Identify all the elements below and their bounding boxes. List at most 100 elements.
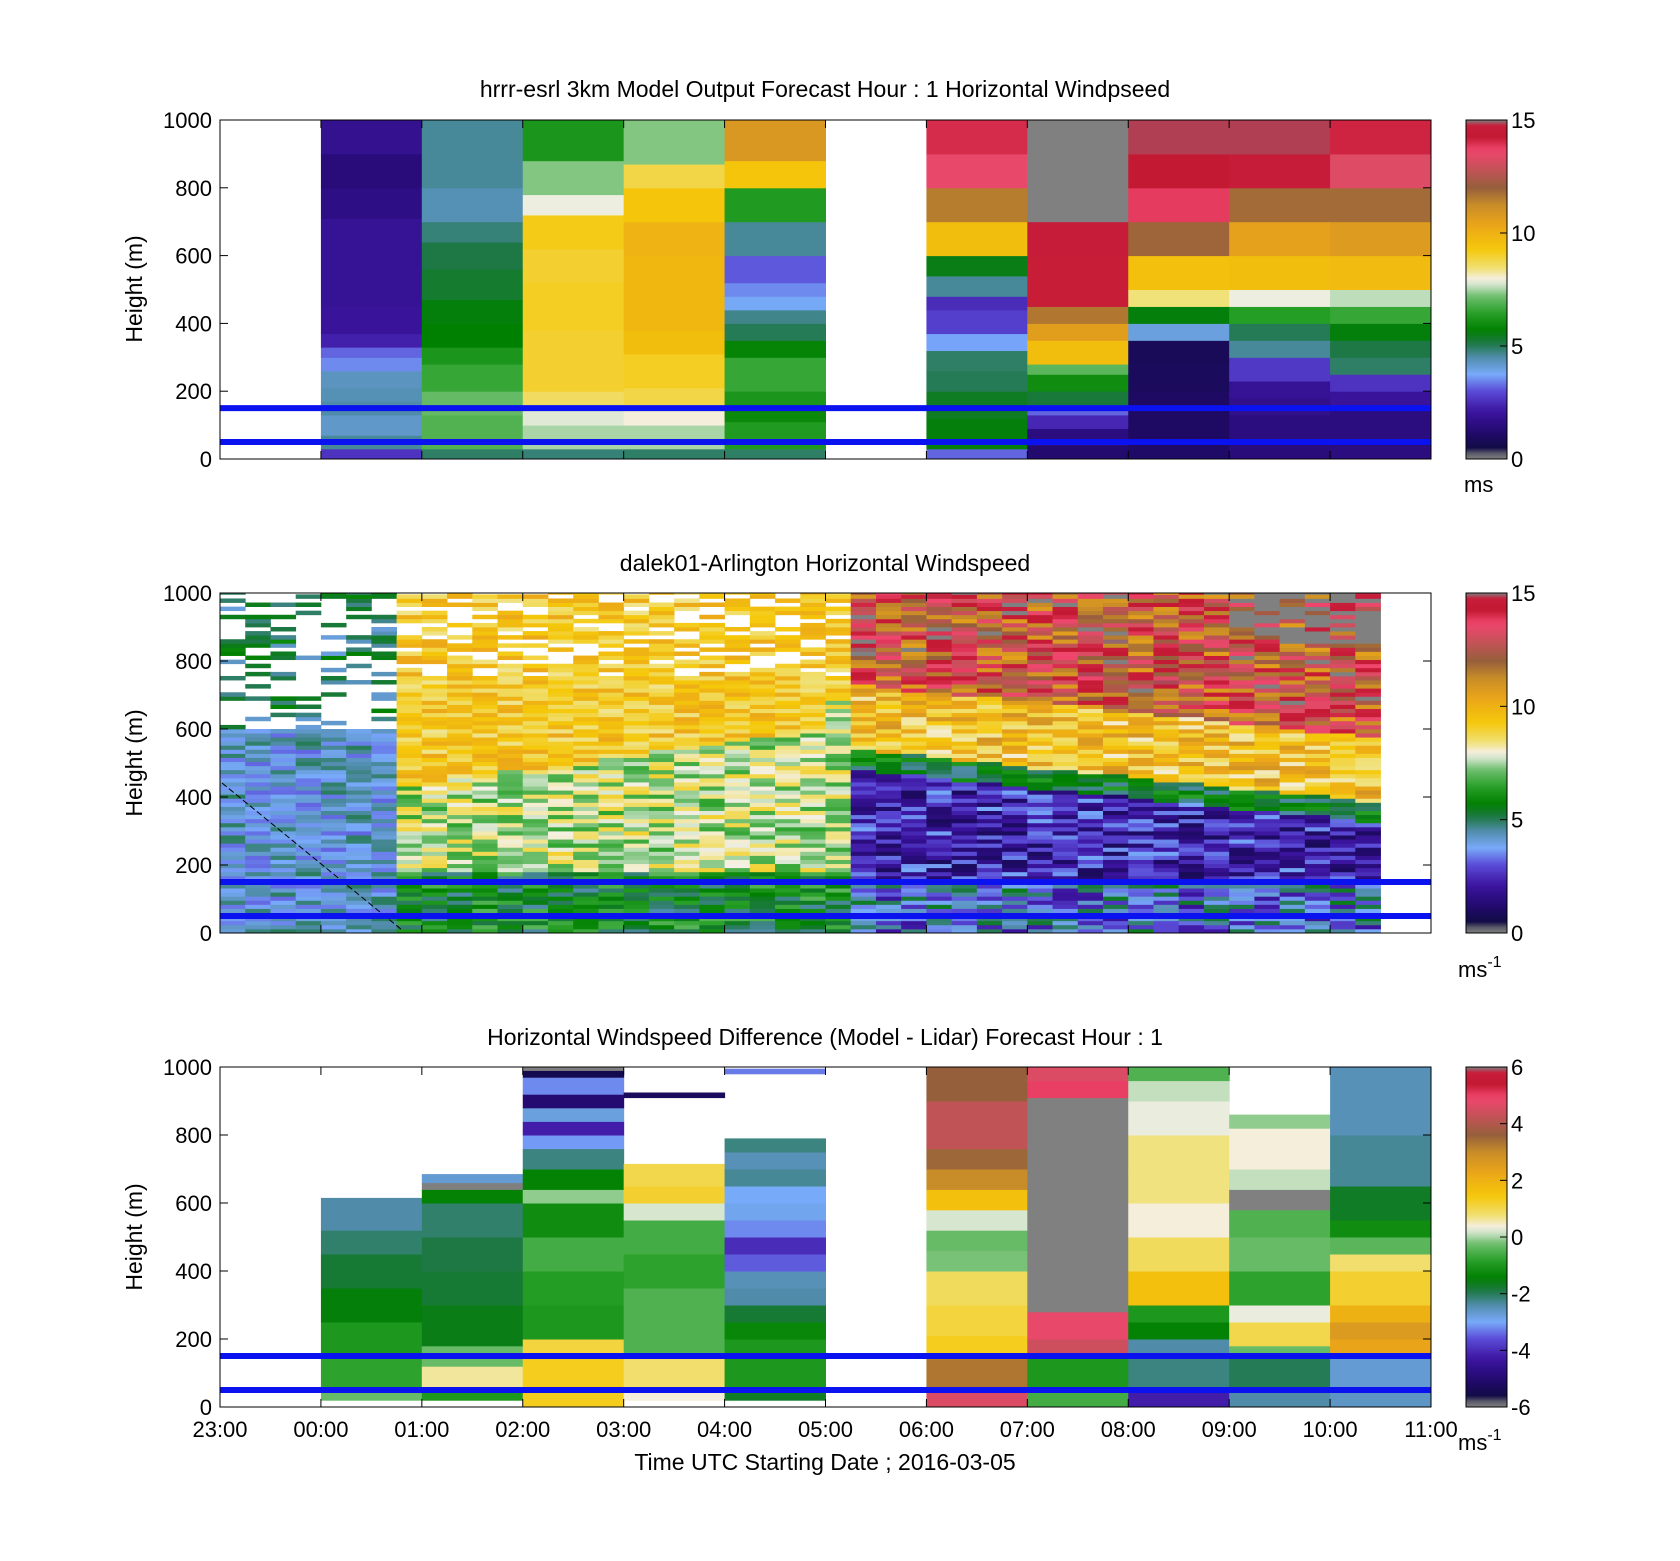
heatmap-cell [724, 187, 826, 223]
heatmap-cell [724, 908, 751, 913]
heatmap-cell [573, 631, 599, 636]
heatmap-cell [674, 684, 700, 689]
heatmap-cell [1254, 843, 1281, 848]
heatmap-cell [1103, 761, 1129, 767]
heatmap-cell [396, 749, 423, 754]
heatmap-cell [270, 761, 297, 767]
heatmap-cell [1128, 924, 1154, 930]
y-tick-label: 1000 [163, 581, 212, 606]
heatmap-cell [1052, 904, 1079, 909]
heatmap-cell [901, 594, 927, 599]
heatmap-cell [1254, 696, 1281, 701]
heatmap-cell [951, 749, 978, 754]
heatmap-cell [1103, 920, 1129, 926]
heatmap-cell [1027, 716, 1053, 722]
heatmap-cell [926, 859, 953, 865]
heatmap-cell [396, 806, 423, 811]
heatmap-cell [1077, 782, 1104, 787]
heatmap-cell [875, 716, 902, 722]
heatmap-cell [573, 924, 599, 930]
heatmap-cell [371, 814, 398, 820]
heatmap-cell [901, 822, 927, 828]
heatmap-cell [1355, 777, 1381, 783]
heatmap-cell [1330, 814, 1356, 820]
heatmap-cell [1229, 900, 1255, 905]
heatmap-cell [901, 888, 927, 893]
heatmap-cell [926, 309, 1028, 335]
heatmap-cell [245, 631, 271, 636]
heatmap-cell [699, 888, 725, 893]
heatmap-cell [1178, 741, 1205, 746]
heatmap-cell [522, 822, 549, 828]
heatmap-cell [800, 729, 826, 734]
heatmap-cell [1229, 289, 1331, 307]
heatmap-cell [648, 675, 675, 681]
heatmap-cell [1128, 1237, 1230, 1272]
heatmap-cell [724, 810, 751, 816]
heatmap-cell [1103, 900, 1129, 905]
heatmap-cell [547, 598, 574, 603]
heatmap-cell [724, 761, 751, 767]
heatmap-cell [901, 855, 927, 860]
heatmap-cell [1203, 810, 1230, 816]
heatmap-cell [775, 761, 801, 767]
heatmap-cell [1153, 896, 1180, 901]
heatmap-cell [1279, 708, 1306, 714]
heatmap-cell [951, 692, 978, 697]
heatmap-cell [1254, 814, 1281, 820]
heatmap-cell [598, 618, 625, 624]
heatmap-cell [1128, 704, 1154, 709]
y-tick-label: 400 [175, 311, 212, 336]
heatmap-cell [396, 928, 423, 933]
heatmap-cell [926, 391, 1028, 419]
heatmap-cell [926, 688, 953, 693]
heatmap-cell [497, 700, 524, 705]
heatmap-cell [1052, 851, 1079, 856]
heatmap-cell [1103, 749, 1129, 754]
heatmap-cell [1077, 684, 1104, 689]
heatmap-cell [1052, 741, 1079, 746]
heatmap-cell [270, 818, 297, 824]
heatmap-cell [775, 680, 801, 685]
heatmap-cell [396, 818, 423, 824]
heatmap-cell [1355, 892, 1381, 897]
heatmap-cell [1178, 671, 1205, 677]
heatmap-cell [1355, 610, 1381, 616]
heatmap-cell [1330, 610, 1356, 616]
heatmap-cell [245, 794, 271, 799]
heatmap-cell [850, 651, 877, 656]
heatmap-cell [1153, 631, 1180, 636]
heatmap-cell [547, 810, 574, 816]
heatmap-cell [699, 896, 725, 901]
heatmap-cell [421, 892, 448, 897]
heatmap-cell [573, 745, 599, 750]
heatmap-cell [371, 855, 398, 860]
heatmap-cell [1203, 920, 1230, 926]
heatmap-cell [1330, 859, 1356, 865]
heatmap-cell [775, 798, 801, 803]
heatmap-cell [598, 700, 625, 705]
heatmap-cell [648, 622, 675, 628]
heatmap-cell [1254, 794, 1281, 799]
heatmap-cell [1229, 920, 1255, 926]
heatmap-cell [270, 777, 297, 783]
heatmap-cell [724, 720, 751, 726]
heatmap-cell [1304, 794, 1331, 799]
heatmap-cell [1128, 851, 1154, 856]
heatmap-cell [1128, 692, 1154, 697]
heatmap-cell [1027, 773, 1053, 779]
heatmap-cell [825, 798, 852, 803]
heatmap-cell [875, 704, 902, 709]
heatmap-cell [951, 622, 978, 628]
heatmap-cell [724, 1068, 826, 1075]
heatmap-cell [1103, 884, 1129, 889]
heatmap-cell [220, 659, 246, 665]
heatmap-cell [951, 663, 978, 669]
heatmap-cell [1103, 847, 1129, 852]
heatmap-cell [699, 696, 725, 701]
heatmap-cell [396, 675, 423, 681]
heatmap-cell [623, 684, 650, 689]
heatmap-cell [825, 667, 852, 673]
heatmap-cell [346, 835, 372, 840]
heatmap-cell [421, 831, 448, 836]
